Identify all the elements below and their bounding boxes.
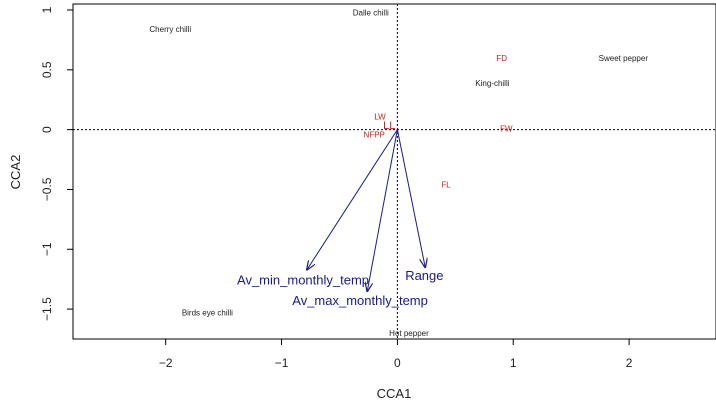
site-label: Hot pepper <box>389 329 429 338</box>
vector-label: Av_min_monthly_temp <box>237 273 369 288</box>
site-label: Birds eye chilli <box>182 309 233 318</box>
vector-arrow <box>367 129 398 292</box>
vector-arrow <box>307 129 398 270</box>
y-tick-label: 0 <box>40 126 54 133</box>
vector-label: Range <box>405 268 443 283</box>
y-axis-label: CCA2 <box>8 155 23 190</box>
species-labels: FD LW FW NFPP FL LL <box>364 54 513 190</box>
x-axis-label: CCA1 <box>377 386 412 401</box>
y-tick-label: −1.5 <box>40 297 54 321</box>
species-label: FL <box>441 181 451 190</box>
x-tick-label: −1 <box>275 356 289 370</box>
species-label: LW <box>374 112 386 121</box>
species-label: NFPP <box>364 130 385 139</box>
y-axis-ticks: 1 0.5 0 −0.5 −1 −1.5 <box>40 6 73 321</box>
x-axis-ticks: −2 −1 0 1 2 <box>159 339 633 370</box>
y-tick-label: −1 <box>40 242 54 256</box>
vector-arrow <box>396 129 425 268</box>
reference-lines <box>73 4 716 339</box>
species-label: FW <box>500 124 513 133</box>
plot-frame <box>72 3 716 340</box>
x-tick-label: −2 <box>159 356 173 370</box>
site-label: King-chilli <box>475 79 509 88</box>
site-label: Sweet pepper <box>599 54 649 63</box>
site-labels: Cherry chilli Dalle chilli Sweet pepper Kin… <box>149 8 648 338</box>
species-label: LL <box>383 120 395 132</box>
x-tick-label: 0 <box>394 356 401 370</box>
environment-vectors: Av_min_monthly_temp Av_max_monthly_temp Ra… <box>237 129 444 308</box>
y-tick-label: −0.5 <box>40 177 54 201</box>
x-tick-label: 2 <box>626 356 633 370</box>
y-tick-label: 1 <box>40 6 54 13</box>
site-label: Cherry chilli <box>149 25 191 34</box>
vector-label: Av_max_monthly_temp <box>292 293 428 308</box>
x-tick-label: 1 <box>510 356 517 370</box>
site-label: Dalle chilli <box>353 8 389 17</box>
y-tick-label: 0.5 <box>40 61 54 78</box>
species-label: FD <box>496 54 507 63</box>
